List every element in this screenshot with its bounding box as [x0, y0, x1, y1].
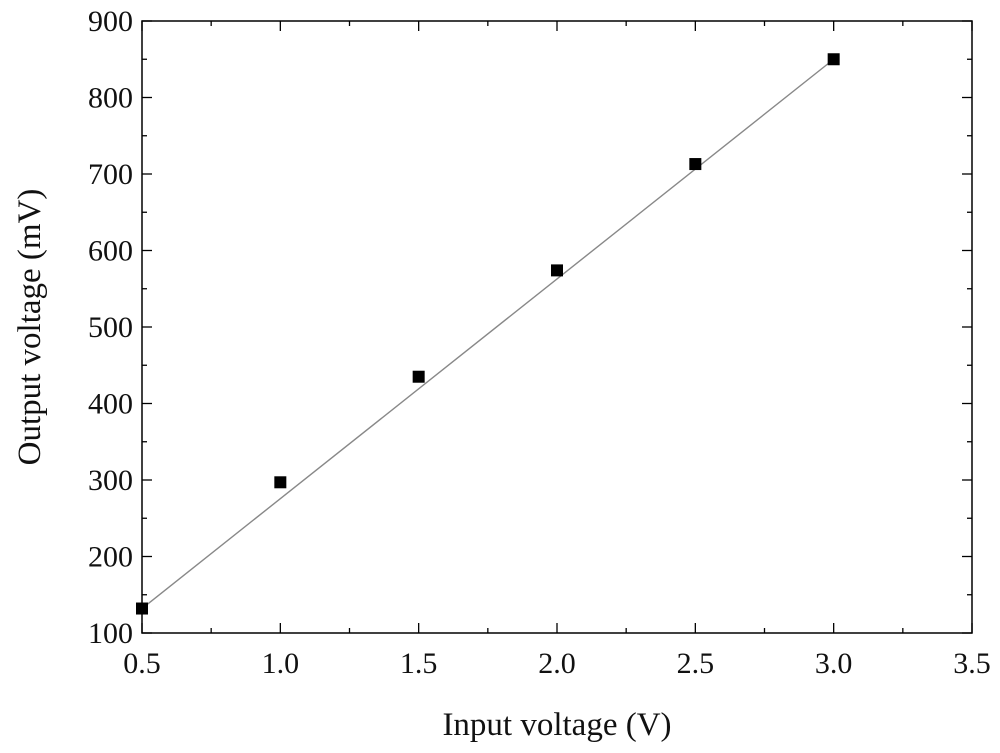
x-tick-label: 3.5	[953, 647, 991, 680]
x-tick-label: 2.0	[538, 647, 576, 680]
x-tick-label: 0.5	[123, 647, 161, 680]
y-axis-title: Output voltage (mV)	[12, 189, 48, 466]
y-tick-label: 400	[88, 388, 133, 421]
data-point	[412, 370, 425, 383]
linear-fit-line	[141, 58, 835, 610]
data-point	[136, 602, 148, 615]
y-tick-label: 800	[88, 82, 133, 115]
y-tick-label: 600	[88, 235, 133, 268]
data-point	[551, 264, 563, 277]
y-tick-label: 300	[88, 464, 133, 497]
data-point	[827, 53, 840, 66]
data-point	[274, 476, 287, 489]
data-points-layer	[136, 53, 840, 615]
data-point	[689, 158, 702, 171]
y-tick-label: 100	[88, 617, 133, 650]
x-tick-label: 2.5	[677, 647, 715, 680]
plot-frame	[141, 20, 973, 634]
x-axis-title: Input voltage (V)	[442, 707, 671, 743]
y-tick-label: 200	[88, 541, 133, 574]
axes-layer	[141, 20, 973, 634]
x-tick-label: 3.0	[815, 647, 853, 680]
tick-labels-layer: 0.5 1.0 1.5 2.0 2.5 3.0 3.5 100 200 300 400 500 600 7…	[88, 5, 991, 680]
y-tick-label: 900	[88, 5, 133, 38]
y-tick-label: 700	[88, 158, 133, 191]
y-tick-label: 500	[88, 311, 133, 344]
x-tick-label: 1.5	[400, 647, 438, 680]
x-tick-label: 1.0	[262, 647, 300, 680]
fit-line-layer	[141, 58, 835, 610]
